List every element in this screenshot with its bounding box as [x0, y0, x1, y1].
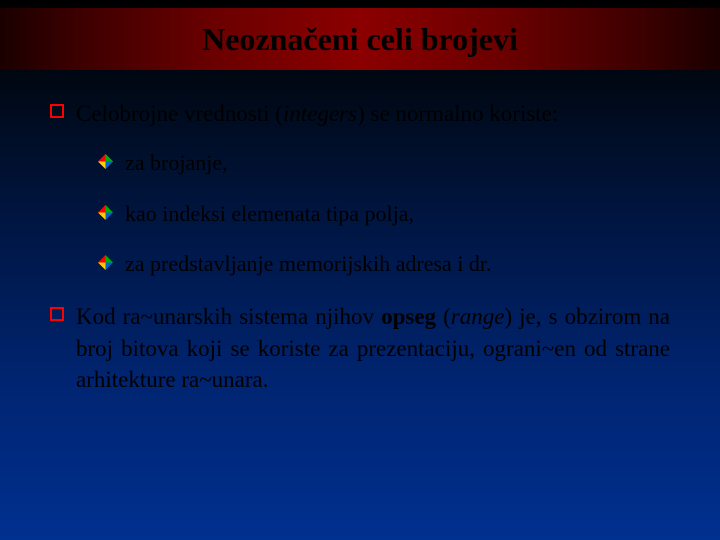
para-seg: Kod ra~unarskih sistema njihov	[76, 304, 381, 329]
para-bold: opseg	[381, 304, 436, 329]
main-text-italic: integers	[283, 101, 357, 126]
sub-bullet-text: kao indeksi elemenata tipa polja,	[125, 200, 414, 229]
sub-bullet: kao indeksi elemenata tipa polja,	[98, 200, 670, 229]
sub-bullet-text: za predstavljanje memorijskih adresa i d…	[125, 250, 492, 279]
slide-content: Celobrojne vrednosti (integers) se norma…	[0, 70, 720, 396]
diamond-bullet-icon	[98, 255, 113, 270]
diamond-bullet-icon	[98, 205, 113, 220]
sub-bullet: za brojanje,	[98, 149, 670, 178]
diamond-bullet-icon	[98, 154, 113, 169]
main-bullet: Celobrojne vrednosti (integers) se norma…	[50, 98, 670, 129]
paragraph-text: Kod ra~unarskih sistema njihov opseg (ra…	[76, 301, 670, 396]
para-seg: (	[436, 304, 451, 329]
square-bullet-icon	[50, 104, 64, 118]
title-bar: Neoznačeni celi brojevi	[0, 8, 720, 70]
sub-bullet-text: za brojanje,	[125, 149, 228, 178]
slide-title: Neoznačeni celi brojevi	[202, 21, 518, 58]
main-text-prefix: Celobrojne vrednosti (	[76, 101, 283, 126]
square-bullet-icon	[50, 307, 64, 321]
para-italic: range	[451, 304, 505, 329]
sub-bullet-list: za brojanje, kao indeksi elemenata tipa …	[98, 149, 670, 279]
paragraph-block: Kod ra~unarskih sistema njihov opseg (ra…	[50, 301, 670, 396]
main-text-suffix: ) se normalno koriste:	[357, 101, 558, 126]
sub-bullet: za predstavljanje memorijskih adresa i d…	[98, 250, 670, 279]
main-bullet-text: Celobrojne vrednosti (integers) se norma…	[76, 98, 558, 129]
